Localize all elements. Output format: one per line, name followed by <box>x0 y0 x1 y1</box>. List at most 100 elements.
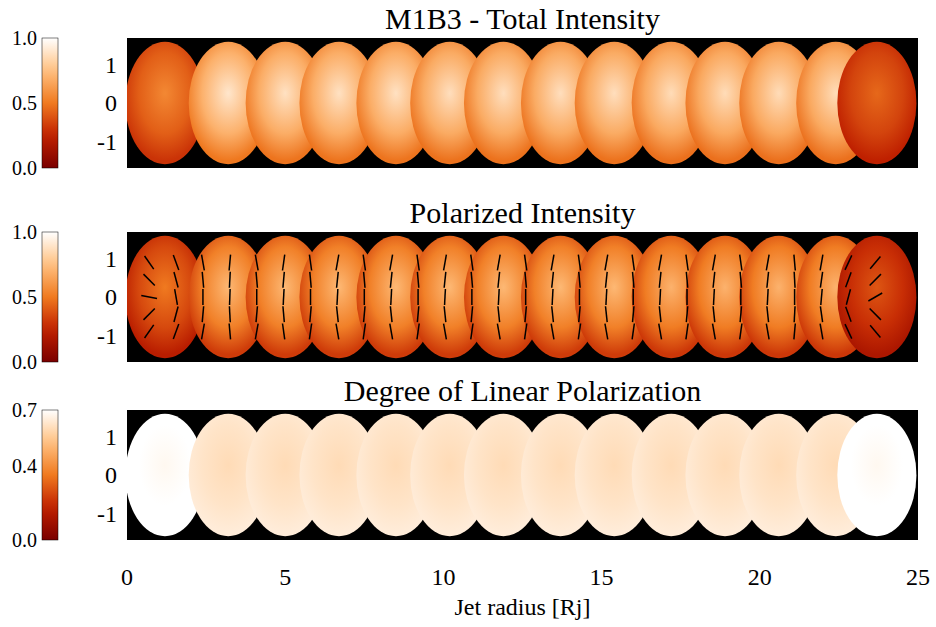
polarization-vector <box>283 323 285 339</box>
polarization-vector <box>444 255 447 271</box>
polarization-vector <box>229 289 231 305</box>
polarization-vector <box>633 306 634 322</box>
polarization-vector <box>336 255 339 271</box>
polarization-vector <box>390 289 392 305</box>
polarization-vector <box>390 255 393 271</box>
polarization-vector <box>713 324 716 340</box>
polarization-vector <box>310 289 312 305</box>
polarization-vector <box>173 324 178 339</box>
polarization-vector <box>310 272 311 288</box>
jet-knot <box>837 236 916 358</box>
polarization-vector <box>255 324 258 340</box>
polarization-vector <box>283 306 284 322</box>
polarization-vector <box>525 306 526 322</box>
polarization-vector <box>175 289 178 305</box>
polarization-vector <box>498 306 500 322</box>
polarization-vector <box>202 255 205 271</box>
polarization-vector <box>337 306 339 322</box>
polarization-vector <box>767 272 769 288</box>
polarization-vector <box>471 306 472 322</box>
polarization-vector <box>141 296 157 299</box>
polarization-vector <box>740 255 742 271</box>
polarization-vector <box>606 306 608 322</box>
polarization-vector <box>390 306 392 322</box>
polarization-vector <box>686 323 688 339</box>
polarization-vector <box>417 272 418 288</box>
polarization-vector <box>713 272 715 288</box>
polarization-vector <box>417 289 419 305</box>
y-tick-label: 0 <box>105 90 117 116</box>
plot-area <box>127 42 916 164</box>
polarization-vector <box>256 306 257 322</box>
polarization-vector <box>363 323 365 339</box>
polarization-vector <box>174 272 178 287</box>
colorbar <box>42 232 58 362</box>
polarization-vector <box>202 272 203 288</box>
y-tick-label: 0 <box>105 284 117 310</box>
polarization-vector <box>498 289 500 305</box>
polarization-vector <box>444 324 447 340</box>
polarization-vector <box>229 255 230 271</box>
polarization-vector <box>686 272 687 288</box>
polarization-vector <box>363 255 365 271</box>
polarization-vector <box>471 255 473 271</box>
polarization-vector <box>870 274 881 285</box>
polarization-vector <box>713 255 716 271</box>
polarization-vector <box>444 289 446 305</box>
polarization-vector <box>229 272 231 288</box>
x-tick-label: 25 <box>906 564 930 590</box>
plot-background <box>127 410 918 540</box>
polarization-vector <box>766 324 769 340</box>
polarization-vector <box>793 272 795 288</box>
polarization-vector <box>551 289 553 305</box>
x-tick-label: 5 <box>279 564 291 590</box>
polarization-vector <box>713 306 715 322</box>
x-tick-label: 10 <box>431 564 455 590</box>
polarization-vector <box>794 289 796 305</box>
colorbar-tick-label: 0.0 <box>12 351 37 373</box>
polarization-vector <box>686 306 687 322</box>
polarization-vector <box>143 309 154 320</box>
polarization-vector <box>229 323 230 339</box>
y-tick-label: 1 <box>105 246 117 272</box>
polarization-vector <box>606 272 608 288</box>
colorbar-tick-label: 0.0 <box>12 157 37 179</box>
polarization-vector <box>740 272 741 288</box>
polarization-vector <box>794 323 795 339</box>
colorbar-tick-label: 0.4 <box>12 455 37 477</box>
polarization-vector <box>870 256 880 268</box>
polarization-vector <box>686 289 688 305</box>
colorbar <box>42 410 58 540</box>
polarization-vector <box>868 293 882 301</box>
polarization-vector <box>552 306 554 322</box>
polarization-vector <box>145 256 154 269</box>
polarization-vector <box>336 289 338 305</box>
plot-area <box>127 414 916 536</box>
polarization-vector <box>579 272 580 288</box>
polarization-vector <box>820 324 823 340</box>
plot-background <box>127 38 918 168</box>
polarization-vector <box>659 306 661 322</box>
jet-knot <box>837 42 916 164</box>
panel-title: Degree of Linear Polarization <box>344 374 701 407</box>
polarization-vector <box>767 289 769 305</box>
polarization-vector <box>793 306 795 322</box>
colorbar-tick-label: 1.0 <box>12 221 37 243</box>
polarization-vector <box>740 306 741 322</box>
jet-knot <box>837 414 916 536</box>
polarization-vector <box>310 306 311 322</box>
x-axis-title: Jet radius [Rj] <box>455 594 591 620</box>
x-tick-label: 0 <box>121 564 133 590</box>
colorbar-tick-label: 0.7 <box>12 399 37 421</box>
polarization-vector <box>364 272 365 288</box>
polarization-vector <box>578 323 580 339</box>
polarization-vector <box>794 255 795 271</box>
figure: M1B3 - Total Intensity-1010.00.51.0Polar… <box>0 0 936 627</box>
polarization-vector <box>605 255 608 271</box>
polarization-vector <box>417 255 419 271</box>
polarization-vector <box>471 323 473 339</box>
y-tick-label: -1 <box>97 129 117 155</box>
polarization-vector <box>417 306 418 322</box>
panel-title: Polarized Intensity <box>410 196 636 229</box>
polarization-vector <box>256 289 258 305</box>
